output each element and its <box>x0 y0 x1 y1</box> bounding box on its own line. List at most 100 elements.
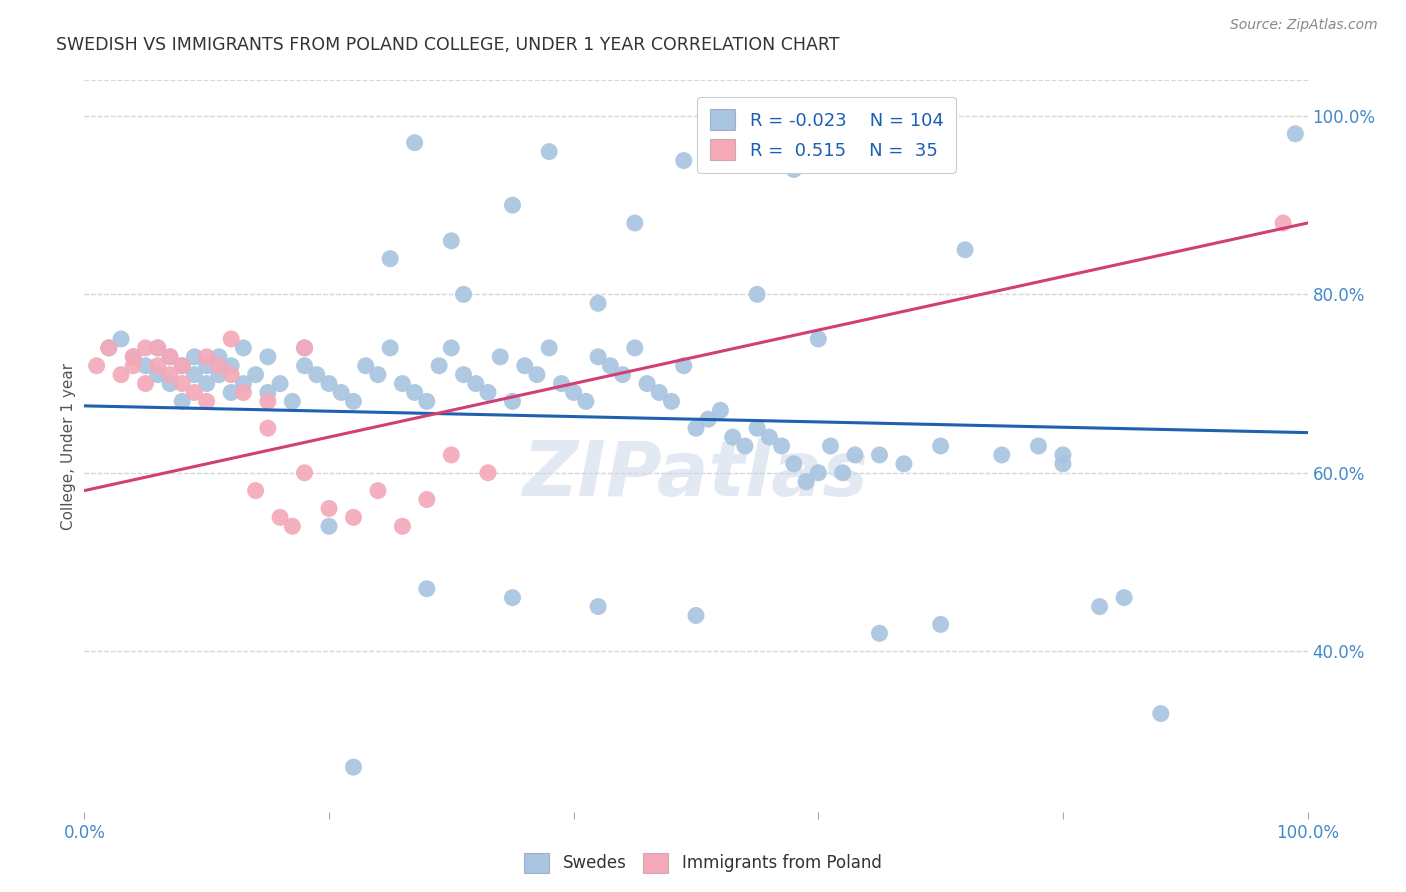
Point <box>159 376 181 391</box>
Point <box>135 376 157 391</box>
Point <box>146 359 169 373</box>
Point <box>97 341 120 355</box>
Point <box>929 439 952 453</box>
Point <box>367 368 389 382</box>
Point <box>869 448 891 462</box>
Point <box>318 376 340 391</box>
Point <box>453 368 475 382</box>
Point <box>661 394 683 409</box>
Point <box>709 403 731 417</box>
Point <box>257 350 280 364</box>
Point <box>122 359 145 373</box>
Point <box>502 591 524 605</box>
Point <box>135 341 157 355</box>
Point <box>110 332 132 346</box>
Point <box>342 510 364 524</box>
Point <box>146 368 169 382</box>
Point <box>586 599 609 614</box>
Point <box>586 296 609 310</box>
Point <box>513 359 536 373</box>
Point <box>747 287 769 301</box>
Point <box>758 430 780 444</box>
Point <box>1052 457 1074 471</box>
Point <box>1052 448 1074 462</box>
Point <box>330 385 353 400</box>
Point <box>294 359 316 373</box>
Point <box>953 243 976 257</box>
Point <box>599 359 621 373</box>
Point <box>172 359 194 373</box>
Point <box>195 350 218 364</box>
Point <box>1114 591 1136 605</box>
Point <box>97 341 120 355</box>
Point <box>991 448 1014 462</box>
Point <box>477 466 499 480</box>
Point <box>1088 599 1111 614</box>
Point <box>1028 439 1050 453</box>
Point <box>195 394 218 409</box>
Point <box>502 394 524 409</box>
Point <box>305 368 328 382</box>
Point <box>367 483 389 498</box>
Point <box>110 368 132 382</box>
Point <box>624 216 647 230</box>
Point <box>232 341 254 355</box>
Point <box>159 350 181 364</box>
Point <box>550 376 572 391</box>
Point <box>783 457 806 471</box>
Point <box>770 439 793 453</box>
Point <box>416 492 439 507</box>
Point <box>807 466 830 480</box>
Point <box>477 385 499 400</box>
Point <box>208 359 231 373</box>
Text: ZIPatlas: ZIPatlas <box>523 438 869 512</box>
Point <box>380 341 402 355</box>
Y-axis label: College, Under 1 year: College, Under 1 year <box>60 362 76 530</box>
Legend: R = -0.023    N = 104, R =  0.515    N =  35: R = -0.023 N = 104, R = 0.515 N = 35 <box>697 96 956 173</box>
Point <box>636 376 658 391</box>
Point <box>219 359 242 373</box>
Point <box>208 350 231 364</box>
Point <box>219 368 242 382</box>
Point <box>354 359 377 373</box>
Point <box>159 350 181 364</box>
Point <box>281 519 304 533</box>
Point <box>257 394 280 409</box>
Point <box>416 394 439 409</box>
Point <box>183 350 205 364</box>
Point <box>122 350 145 364</box>
Point <box>232 385 254 400</box>
Point <box>257 385 280 400</box>
Point <box>783 162 806 177</box>
Legend: Swedes, Immigrants from Poland: Swedes, Immigrants from Poland <box>517 847 889 880</box>
Point <box>440 341 463 355</box>
Point <box>245 483 267 498</box>
Point <box>269 510 291 524</box>
Point <box>404 385 426 400</box>
Point <box>648 385 671 400</box>
Point <box>342 394 364 409</box>
Point <box>526 368 548 382</box>
Point <box>391 376 413 391</box>
Point <box>747 421 769 435</box>
Point <box>195 376 218 391</box>
Point <box>294 341 316 355</box>
Point <box>586 350 609 364</box>
Point <box>146 341 169 355</box>
Point <box>427 359 450 373</box>
Point <box>342 760 364 774</box>
Point <box>318 519 340 533</box>
Point <box>672 359 695 373</box>
Text: Source: ZipAtlas.com: Source: ZipAtlas.com <box>1230 18 1378 32</box>
Point <box>245 368 267 382</box>
Point <box>794 475 817 489</box>
Point <box>1284 127 1306 141</box>
Point <box>502 198 524 212</box>
Point <box>232 376 254 391</box>
Point <box>172 394 194 409</box>
Point <box>380 252 402 266</box>
Point <box>538 145 561 159</box>
Point <box>844 448 866 462</box>
Text: SWEDISH VS IMMIGRANTS FROM POLAND COLLEGE, UNDER 1 YEAR CORRELATION CHART: SWEDISH VS IMMIGRANTS FROM POLAND COLLEG… <box>56 36 839 54</box>
Point <box>195 359 218 373</box>
